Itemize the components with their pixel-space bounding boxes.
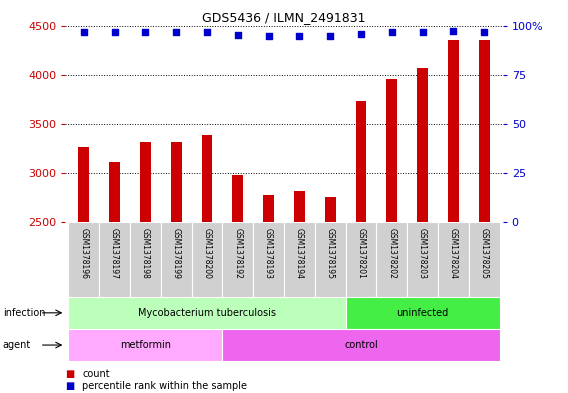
Point: [264, 33, 273, 39]
Point: [357, 31, 366, 37]
Bar: [161, 222, 191, 297]
Text: GSM1378196: GSM1378196: [80, 228, 88, 279]
Bar: [109, 162, 120, 222]
Point: [387, 29, 396, 35]
Point: [110, 29, 119, 35]
Bar: [68, 329, 223, 361]
Point: [172, 29, 181, 35]
Bar: [345, 222, 377, 297]
Text: GSM1378192: GSM1378192: [233, 228, 243, 279]
Text: GSM1378198: GSM1378198: [141, 228, 150, 279]
Bar: [469, 222, 500, 297]
Text: Mycobacterium tuberculosis: Mycobacterium tuberculosis: [138, 308, 276, 318]
Bar: [407, 222, 438, 297]
Bar: [191, 222, 223, 297]
Bar: [438, 222, 469, 297]
Point: [479, 29, 488, 35]
Bar: [130, 222, 161, 297]
Bar: [99, 222, 130, 297]
Point: [233, 32, 243, 39]
Bar: [140, 142, 151, 222]
Text: GSM1378201: GSM1378201: [357, 228, 365, 279]
Bar: [294, 191, 305, 222]
Text: GSM1378199: GSM1378199: [172, 228, 181, 279]
Point: [325, 33, 335, 39]
Text: GSM1378202: GSM1378202: [387, 228, 396, 279]
Text: GSM1378194: GSM1378194: [295, 228, 304, 279]
Text: uninfected: uninfected: [396, 308, 449, 318]
Bar: [356, 101, 366, 222]
Text: GSM1378203: GSM1378203: [418, 228, 427, 279]
Bar: [223, 222, 253, 297]
Text: GSM1378193: GSM1378193: [264, 228, 273, 279]
Text: GSM1378200: GSM1378200: [203, 228, 211, 279]
Text: ■: ■: [65, 369, 74, 379]
Bar: [253, 222, 284, 297]
Title: GDS5436 / ILMN_2491831: GDS5436 / ILMN_2491831: [202, 11, 366, 24]
Text: count: count: [82, 369, 110, 379]
Bar: [377, 222, 407, 297]
Text: GSM1378205: GSM1378205: [480, 228, 488, 279]
Bar: [345, 297, 500, 329]
Bar: [263, 195, 274, 222]
Bar: [479, 40, 490, 222]
Bar: [325, 197, 336, 222]
Text: agent: agent: [3, 340, 31, 350]
Text: percentile rank within the sample: percentile rank within the sample: [82, 381, 247, 391]
Text: control: control: [344, 340, 378, 350]
Bar: [68, 297, 345, 329]
Text: infection: infection: [3, 308, 45, 318]
Point: [80, 29, 89, 35]
Text: metformin: metformin: [120, 340, 171, 350]
Bar: [78, 147, 89, 222]
Text: ■: ■: [65, 381, 74, 391]
Point: [202, 29, 211, 35]
Bar: [284, 222, 315, 297]
Bar: [171, 142, 182, 222]
Bar: [417, 68, 428, 222]
Bar: [68, 222, 99, 297]
Point: [449, 28, 458, 35]
Text: GSM1378204: GSM1378204: [449, 228, 458, 279]
Bar: [448, 40, 459, 222]
Bar: [386, 79, 397, 222]
Bar: [232, 175, 243, 222]
Bar: [223, 329, 500, 361]
Bar: [315, 222, 345, 297]
Point: [141, 29, 150, 35]
Point: [418, 29, 427, 35]
Bar: [202, 134, 212, 222]
Text: GSM1378195: GSM1378195: [325, 228, 335, 279]
Text: GSM1378197: GSM1378197: [110, 228, 119, 279]
Point: [295, 33, 304, 39]
